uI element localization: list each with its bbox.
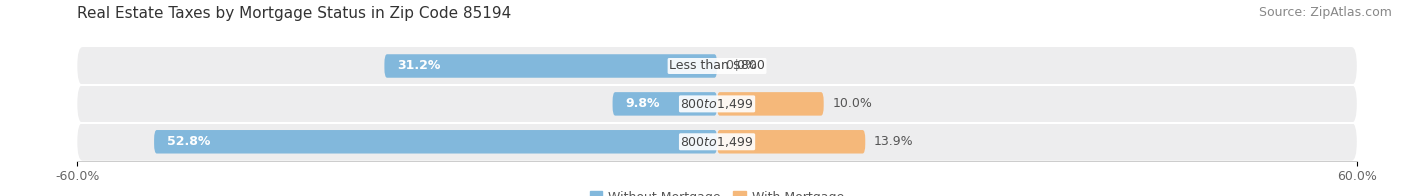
Text: $800 to $1,499: $800 to $1,499 bbox=[681, 135, 754, 149]
Text: 0.0%: 0.0% bbox=[725, 60, 758, 73]
FancyBboxPatch shape bbox=[717, 92, 824, 116]
Text: 9.8%: 9.8% bbox=[626, 97, 659, 110]
Text: 31.2%: 31.2% bbox=[398, 60, 440, 73]
FancyBboxPatch shape bbox=[384, 54, 717, 78]
Legend: Without Mortgage, With Mortgage: Without Mortgage, With Mortgage bbox=[585, 186, 849, 196]
Text: Less than $800: Less than $800 bbox=[669, 60, 765, 73]
FancyBboxPatch shape bbox=[613, 92, 717, 116]
Text: $800 to $1,499: $800 to $1,499 bbox=[681, 97, 754, 111]
Text: 52.8%: 52.8% bbox=[167, 135, 211, 148]
FancyBboxPatch shape bbox=[77, 85, 1357, 123]
Text: 10.0%: 10.0% bbox=[832, 97, 872, 110]
Text: Source: ZipAtlas.com: Source: ZipAtlas.com bbox=[1258, 6, 1392, 19]
FancyBboxPatch shape bbox=[717, 130, 865, 153]
FancyBboxPatch shape bbox=[155, 130, 717, 153]
FancyBboxPatch shape bbox=[77, 47, 1357, 85]
Text: 13.9%: 13.9% bbox=[873, 135, 914, 148]
FancyBboxPatch shape bbox=[77, 123, 1357, 161]
Text: Real Estate Taxes by Mortgage Status in Zip Code 85194: Real Estate Taxes by Mortgage Status in … bbox=[77, 6, 512, 21]
